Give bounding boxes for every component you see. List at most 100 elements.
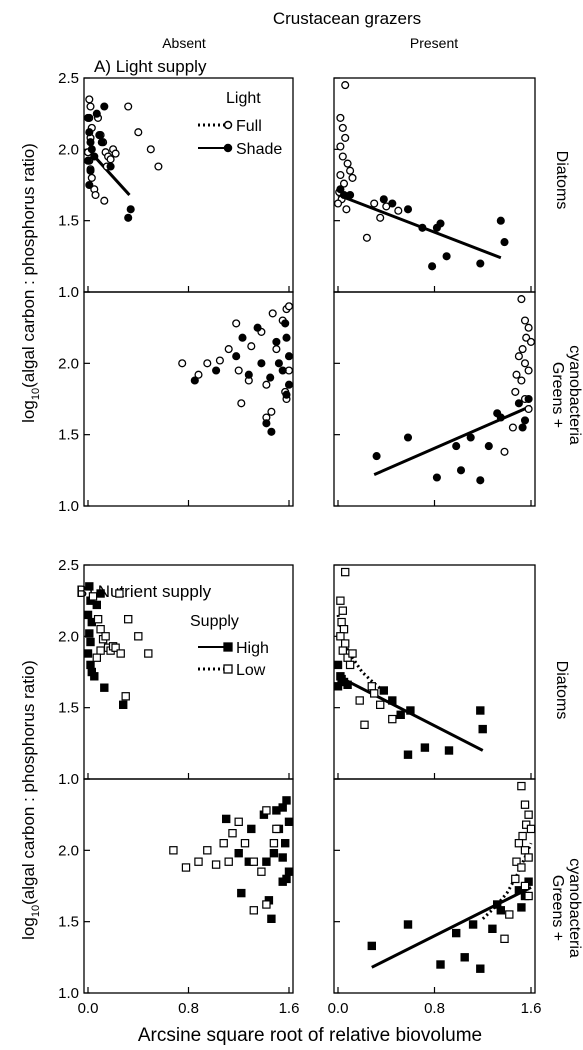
data-point (520, 800, 530, 809)
data-point (154, 162, 163, 171)
data-point (403, 433, 413, 442)
y-axis-label-a: log10(algal carbon : phosphorus ratio) (19, 143, 42, 423)
data-point (524, 366, 533, 375)
data-point (518, 345, 527, 354)
data-point (282, 390, 291, 399)
plot-frame (333, 564, 536, 780)
data-point (234, 366, 243, 375)
data-point (500, 934, 509, 944)
data-point (203, 359, 212, 368)
scatter-panels: 1.0 1.5 2.0 2.5 1.0 1.5 2.0 1.0 1.5 2.0 2.5 1.0 1.5 2… (58, 70, 541, 1017)
data-point (420, 743, 430, 752)
data-point (505, 910, 514, 919)
data-point (526, 337, 536, 346)
data-point (333, 682, 343, 691)
data-point (267, 427, 276, 436)
data-point (100, 102, 109, 111)
data-point (85, 128, 94, 137)
data-point (92, 653, 101, 662)
data-point (520, 846, 530, 855)
data-point (115, 589, 124, 598)
legend-low-marker (223, 664, 233, 674)
data-point (194, 857, 203, 866)
legend-high-label: High (236, 640, 269, 657)
data-point (394, 206, 403, 215)
data-point (244, 370, 253, 379)
data-point (460, 953, 469, 962)
data-point (406, 706, 415, 715)
data-point (257, 867, 266, 876)
data-point (232, 352, 241, 361)
data-point (362, 233, 371, 242)
figure-top-title: Crustacean grazers (273, 9, 421, 28)
x-tick-label: 0.8 (424, 1000, 445, 1017)
data-point (514, 399, 523, 408)
data-point (338, 606, 348, 615)
data-point (87, 173, 96, 182)
y-tick-label: 2.0 (58, 628, 79, 645)
legend-light: Light Full Shade (198, 90, 282, 158)
legend-full-label: Full (236, 118, 262, 135)
data-point (496, 413, 505, 422)
data-point (337, 617, 346, 627)
data-point (124, 102, 133, 111)
data-point (524, 810, 533, 819)
data-point (284, 380, 294, 389)
data-point (342, 205, 351, 214)
data-point (346, 190, 355, 200)
data-point (281, 838, 290, 848)
data-point (262, 419, 271, 428)
data-point (476, 706, 485, 715)
data-point (88, 592, 98, 601)
data-point (376, 700, 385, 710)
panel-a-title: A) Light supply (94, 57, 207, 76)
data-point (512, 857, 521, 866)
legend-high-marker (223, 642, 233, 652)
data-point (336, 142, 345, 151)
data-point (101, 632, 110, 641)
data-point (257, 359, 266, 368)
data-point (247, 342, 256, 351)
plot-b-absent-diatoms: 1.0 1.5 2.0 2.5 (58, 557, 294, 788)
data-point (514, 886, 524, 895)
data-point (418, 223, 427, 232)
data-point (517, 295, 526, 304)
data-point (268, 309, 277, 318)
data-point (97, 138, 106, 147)
data-point (388, 199, 397, 208)
data-point (336, 113, 345, 122)
data-point (278, 803, 287, 812)
data-point (346, 166, 355, 175)
data-point (524, 404, 533, 414)
data-point (253, 323, 262, 332)
data-point (278, 366, 287, 375)
data-point (232, 319, 241, 328)
row-label-diatoms-a: Diatoms (553, 151, 570, 210)
data-point (224, 345, 233, 354)
row-label-greens-a-line1: Greens + (549, 362, 566, 428)
data-point (284, 352, 294, 361)
y-tick-label: 1.0 (58, 771, 79, 788)
data-point (92, 600, 101, 610)
data-point (517, 903, 526, 912)
data-point (215, 356, 224, 365)
data-point (91, 190, 100, 200)
data-point (90, 152, 99, 161)
data-point (466, 433, 475, 442)
data-point (432, 223, 441, 232)
data-point (355, 696, 364, 705)
data-point (92, 109, 101, 118)
y-tick-label: 2.0 (58, 355, 79, 372)
data-point (476, 964, 485, 973)
data-point (212, 366, 221, 375)
data-point (266, 373, 275, 382)
data-point (496, 216, 505, 225)
data-point (87, 145, 96, 154)
data-point (521, 820, 531, 829)
data-point (85, 95, 94, 104)
data-point (336, 596, 345, 605)
data-point (524, 323, 533, 332)
data-point (514, 838, 524, 848)
data-point (282, 796, 291, 805)
data-point (272, 824, 281, 834)
